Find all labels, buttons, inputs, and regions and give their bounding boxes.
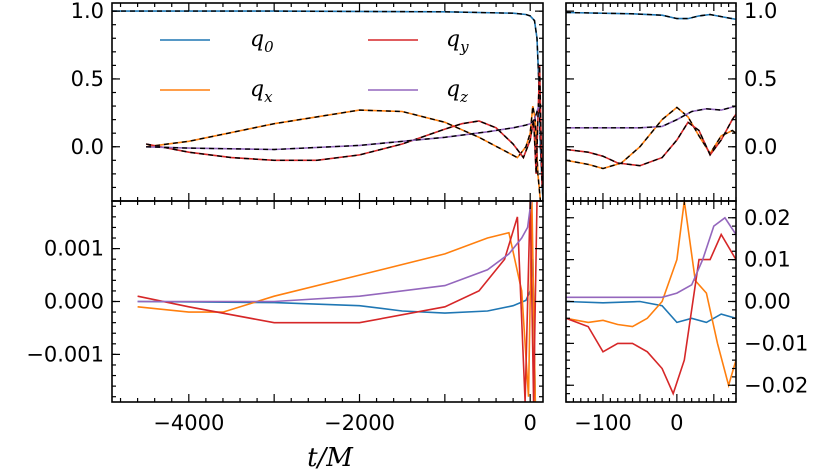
legend-label-qz: qz bbox=[446, 77, 468, 106]
y-tick-label: 0.000 bbox=[44, 290, 104, 314]
series-line-qz bbox=[137, 201, 532, 303]
x-axis-label: t/M bbox=[307, 443, 354, 473]
y-tick-label: 0.02 bbox=[744, 206, 791, 230]
y-tick-label: −0.001 bbox=[26, 342, 104, 366]
series-group bbox=[566, 11, 736, 170]
y-tick-label: 0.0 bbox=[744, 135, 777, 159]
y-tick-label: 0.01 bbox=[744, 248, 791, 272]
series-group bbox=[112, 10, 543, 201]
legend-label-qy: qy bbox=[446, 27, 469, 56]
series-line-q0 bbox=[566, 300, 736, 324]
series-line-qx bbox=[566, 106, 736, 170]
legend-label-q0: q0 bbox=[250, 27, 274, 56]
series-line-qy bbox=[566, 232, 736, 396]
series-line-qy bbox=[566, 113, 736, 167]
reference-line-qx bbox=[146, 105, 542, 201]
y-tick-label: 0.5 bbox=[71, 67, 104, 91]
series-group bbox=[566, 201, 736, 396]
y-tick-label: −0.02 bbox=[744, 373, 808, 397]
reference-line-qx bbox=[566, 106, 736, 170]
series-line-q0 bbox=[566, 11, 736, 21]
axes-frame bbox=[565, 200, 737, 403]
panel-bottom-left: 0.001 0.000 −0.001 −4000 −2000 0 bbox=[26, 200, 544, 435]
series-line-qz bbox=[566, 216, 736, 299]
series-line-qy bbox=[137, 201, 538, 402]
series-line-qy bbox=[145, 65, 543, 188]
series-group bbox=[137, 201, 538, 402]
axes-frame bbox=[565, 2, 737, 202]
y-tick-label: 1.0 bbox=[744, 0, 777, 23]
reference-line-qz bbox=[566, 105, 736, 129]
y-tick-label: 0.5 bbox=[744, 67, 777, 91]
x-tick-label: 0 bbox=[670, 411, 683, 435]
panel-top-left: 1.0 0.5 0.0 bbox=[71, 0, 544, 202]
y-tick-label: 0.0 bbox=[71, 135, 104, 159]
y-tick-label: 0.00 bbox=[744, 290, 791, 314]
reference-line-qy bbox=[145, 65, 543, 188]
x-tick-label: −100 bbox=[574, 411, 632, 435]
x-tick-label: 0 bbox=[524, 411, 537, 435]
reference-line-qz bbox=[146, 105, 540, 151]
series-line-qx bbox=[566, 201, 736, 389]
x-tick-label: −4000 bbox=[153, 411, 224, 435]
y-tick-label: −0.01 bbox=[744, 331, 808, 355]
axes-frame bbox=[111, 2, 544, 202]
y-tick-label: 1.0 bbox=[71, 0, 104, 23]
panel-bottom-right: 0.02 0.01 0.00 −0.01 −0.02 −100 0 bbox=[565, 200, 808, 435]
y-tick-label: 0.001 bbox=[44, 237, 104, 261]
legend-label-qx: qx bbox=[250, 77, 273, 106]
legend: q0 qy qx qz bbox=[160, 27, 469, 106]
reference-line-qy bbox=[566, 113, 736, 167]
reference-line-q0 bbox=[566, 11, 736, 20]
panel-top-right: 1.0 0.5 0.0 bbox=[565, 0, 777, 202]
x-tick-label: −2000 bbox=[324, 411, 395, 435]
